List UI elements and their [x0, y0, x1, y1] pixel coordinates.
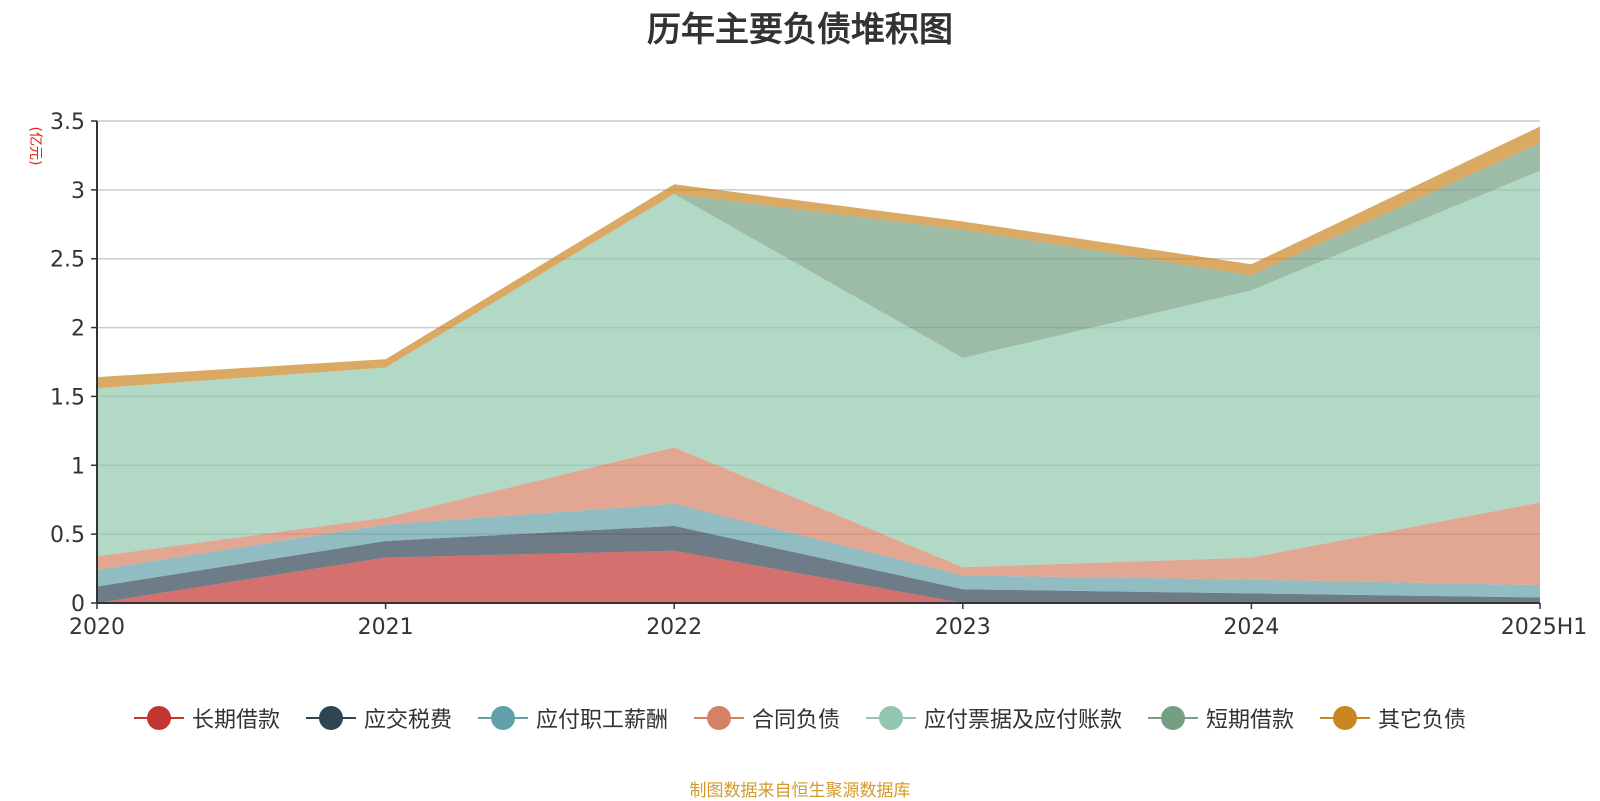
- legend-item-5[interactable]: 应付票据及应付账款: [866, 702, 1122, 734]
- y-tick-label: 0.5: [50, 523, 85, 548]
- legend-label: 合同负债: [751, 708, 840, 733]
- legend-marker-icon: [1148, 705, 1199, 731]
- area-series-5: [97, 170, 1540, 568]
- legend-marker-icon: [866, 705, 916, 731]
- legend-marker-icon: [133, 705, 184, 731]
- legend-marker-icon: [305, 705, 356, 731]
- legend-marker-icon: [693, 705, 744, 731]
- y-tick-label: 3: [71, 179, 85, 204]
- axes: 0 0.5 1 1.5 2 2.5 3 3.5 2020 2021 2022 2023 2024 2025…: [50, 110, 1587, 640]
- legend: 长期借款 应交税费 应付职工薪酬 合同负债 应付票据及应付账款 短期借款 其它负债: [0, 702, 1600, 734]
- legend-label: 应付票据及应付账款: [924, 708, 1123, 733]
- legend-item-4[interactable]: 合同负债: [693, 702, 840, 734]
- legend-item-6[interactable]: 短期借款: [1148, 702, 1294, 734]
- legend-label: 其它负债: [1378, 708, 1467, 733]
- legend-item-2[interactable]: 应交税费: [305, 702, 452, 734]
- source-note: 制图数据来自恒生聚源数据库: [689, 781, 911, 801]
- chart-title: 历年主要负债堆积图: [647, 10, 953, 50]
- legend-label: 短期借款: [1206, 708, 1295, 733]
- legend-marker-icon: [1320, 705, 1371, 731]
- area-series-1: [97, 550, 1540, 603]
- area-series-3: [97, 503, 1540, 598]
- x-tick-label: 2025H1: [1501, 615, 1588, 640]
- legend-marker-icon: [477, 705, 528, 731]
- area-series-7: [97, 126, 1540, 389]
- x-tick-label: 2022: [646, 615, 702, 640]
- y-tick-label: 1.5: [50, 385, 85, 410]
- area-series-6: [97, 143, 1540, 389]
- area-series: [97, 126, 1540, 603]
- legend-item-3[interactable]: 应付职工薪酬: [477, 702, 668, 734]
- x-tick-label: 2020: [69, 615, 125, 640]
- area-series-4: [97, 447, 1540, 586]
- legend-item-1[interactable]: 长期借款: [133, 702, 280, 734]
- x-tick-label: 2023: [935, 615, 991, 640]
- y-axis-unit-label: (亿元): [27, 127, 43, 166]
- x-tick-label: 2024: [1223, 615, 1279, 640]
- y-tick-label: 1: [71, 454, 85, 479]
- y-tick-label: 2: [71, 317, 85, 342]
- legend-label: 长期借款: [191, 708, 280, 733]
- legend-item-7[interactable]: 其它负债: [1320, 702, 1466, 734]
- legend-label: 应交税费: [363, 708, 452, 733]
- x-tick-label: 2021: [358, 615, 414, 640]
- y-tick-label: 3.5: [50, 110, 85, 135]
- y-tick-label: 2.5: [50, 248, 85, 273]
- legend-label: 应付职工薪酬: [535, 708, 668, 733]
- y-tick-label: 0: [71, 592, 85, 617]
- area-series-2: [97, 525, 1540, 603]
